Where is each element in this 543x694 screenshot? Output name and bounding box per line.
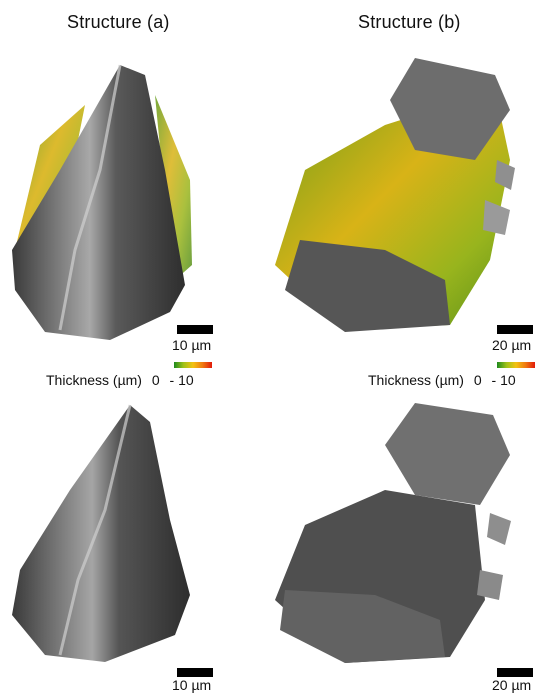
scale-label-a-top: 10 µm bbox=[172, 337, 211, 353]
thickness-label-b: Thickness (µm) 0 - 10 bbox=[368, 372, 516, 388]
thickness-max-b: - 10 bbox=[492, 372, 516, 388]
title-structure-a: Structure (a) bbox=[67, 12, 170, 33]
thickness-text-b: Thickness (µm) bbox=[368, 372, 464, 388]
colorbar-a bbox=[174, 362, 212, 368]
thickness-min-a: 0 bbox=[152, 372, 160, 388]
scale-label-a-bottom: 10 µm bbox=[172, 677, 211, 693]
scale-label-b-top: 20 µm bbox=[492, 337, 531, 353]
thickness-min-b: 0 bbox=[474, 372, 482, 388]
particle-b-bare bbox=[265, 395, 535, 670]
scale-bar-b-top bbox=[497, 325, 533, 334]
particle-b-coated bbox=[265, 50, 535, 340]
scale-bar-b-bottom bbox=[497, 668, 533, 677]
scale-label-b-bottom: 20 µm bbox=[492, 677, 531, 693]
particle-a-coated bbox=[0, 50, 210, 350]
thickness-label-a: Thickness (µm) 0 - 10 bbox=[46, 372, 194, 388]
scale-bar-a-bottom bbox=[177, 668, 213, 677]
scale-bar-a-top bbox=[177, 325, 213, 334]
colorbar-b bbox=[497, 362, 535, 368]
thickness-max-a: - 10 bbox=[170, 372, 194, 388]
title-structure-b: Structure (b) bbox=[358, 12, 461, 33]
thickness-text-a: Thickness (µm) bbox=[46, 372, 142, 388]
particle-a-bare bbox=[0, 400, 210, 670]
